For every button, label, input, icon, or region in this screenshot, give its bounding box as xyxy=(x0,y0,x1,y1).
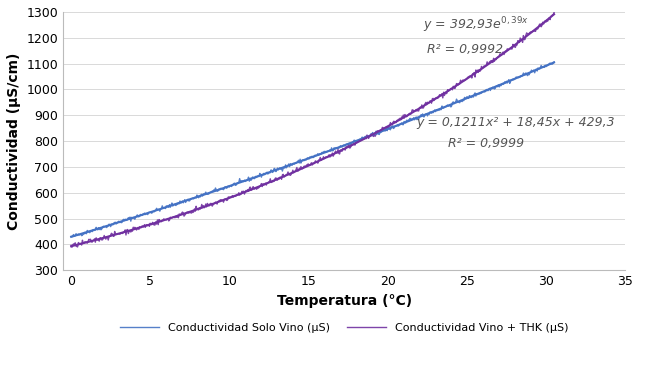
Conductividad Vino + THK (μS) xyxy=(550,10,558,15)
Conductividad Vino + THK (μS) xyxy=(353,141,361,145)
Conductividad Vino + THK (μS) xyxy=(192,204,200,209)
Text: R² = 0,9992: R² = 0,9992 xyxy=(428,43,504,56)
Conductividad Solo Vino (μS) xyxy=(286,161,294,166)
Conductividad Solo Vino (μS) xyxy=(550,60,558,64)
Conductividad Vino + THK (μS) xyxy=(432,96,439,100)
Conductividad Solo Vino (μS) xyxy=(67,234,75,238)
Legend: Conductividad Solo Vino (μS), Conductividad Vino + THK (μS): Conductividad Solo Vino (μS), Conductivi… xyxy=(116,318,573,337)
Conductividad Solo Vino (μS) xyxy=(432,110,439,114)
Conductividad Vino + THK (μS) xyxy=(68,245,76,249)
Text: y = 392,93e$^{0,39x}$: y = 392,93e$^{0,39x}$ xyxy=(422,16,529,35)
Conductividad Solo Vino (μS) xyxy=(192,196,200,200)
Conductividad Vino + THK (μS) xyxy=(391,119,399,124)
Conductividad Solo Vino (μS) xyxy=(154,207,161,212)
Line: Conductividad Vino + THK (μS): Conductividad Vino + THK (μS) xyxy=(71,12,554,247)
Text: R² = 0,9999: R² = 0,9999 xyxy=(448,137,524,150)
Y-axis label: Conductividad (μS/cm): Conductividad (μS/cm) xyxy=(7,53,21,230)
Line: Conductividad Solo Vino (μS): Conductividad Solo Vino (μS) xyxy=(71,62,554,237)
Conductividad Vino + THK (μS) xyxy=(286,173,294,178)
X-axis label: Temperatura (°C): Temperatura (°C) xyxy=(277,294,412,308)
Conductividad Solo Vino (μS) xyxy=(391,125,399,129)
Conductividad Vino + THK (μS) xyxy=(67,243,75,248)
Conductividad Vino + THK (μS) xyxy=(154,218,161,222)
Text: y = 0,1211x² + 18,45x + 429,3: y = 0,1211x² + 18,45x + 429,3 xyxy=(416,117,615,129)
Conductividad Solo Vino (μS) xyxy=(68,234,76,239)
Conductividad Solo Vino (μS) xyxy=(353,138,361,143)
